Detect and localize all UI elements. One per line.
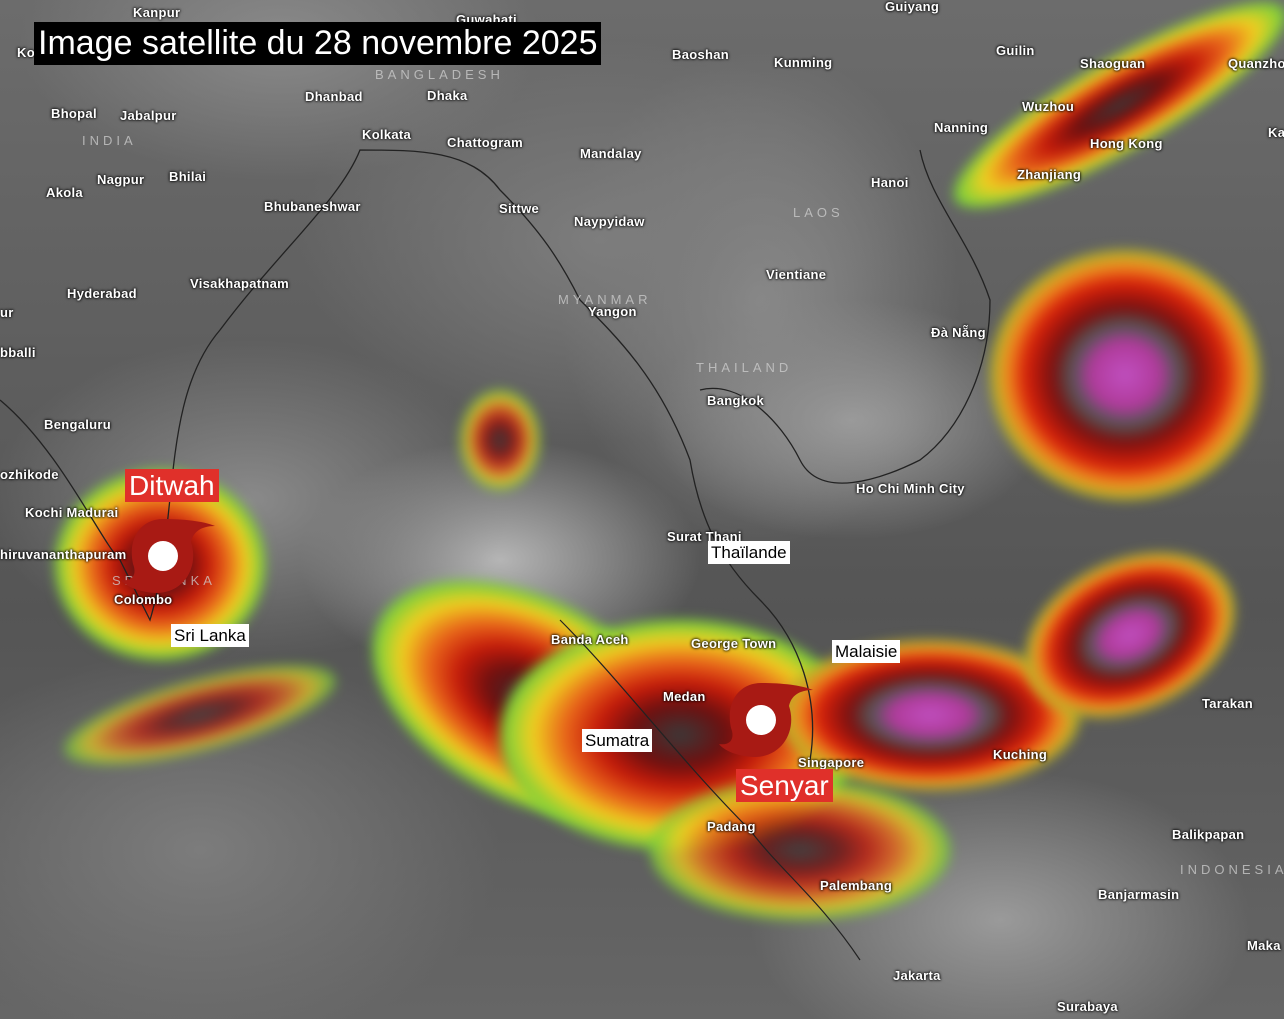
city-label: Kochi Madurai	[25, 505, 119, 520]
city-label: Singapore	[798, 755, 865, 770]
city-label: Shaoguan	[1080, 56, 1146, 71]
city-label: Guiyang	[885, 0, 940, 14]
city-label: Wuzhou	[1022, 99, 1075, 114]
city-label: Sittwe	[499, 201, 540, 216]
city-label: Quanzhou	[1228, 56, 1284, 71]
city-label: Tarakan	[1202, 696, 1253, 711]
city-label: Jabalpur	[120, 108, 177, 123]
region-label: LAOS	[793, 205, 844, 220]
region-label: INDONESIA	[1180, 862, 1284, 877]
city-label: Yangon	[588, 304, 637, 319]
city-label: Surabaya	[1057, 999, 1118, 1014]
city-label: Medan	[663, 689, 706, 704]
country-label-thailand: Thaïlande	[708, 541, 790, 564]
cyclone-icon[interactable]	[716, 674, 816, 766]
city-label: Hyderabad	[67, 286, 137, 301]
region-label: BANGLADESH	[375, 67, 504, 82]
city-label: Nagpur	[97, 172, 145, 187]
storm-south-china-sea	[990, 250, 1260, 500]
city-label: Đà Nẵng	[931, 325, 986, 340]
city-label: Bengaluru	[44, 417, 111, 432]
city-label: Palembang	[820, 878, 893, 893]
city-label: Hong Kong	[1090, 136, 1163, 151]
city-label: Bhubaneshwar	[264, 199, 361, 214]
city-label: Guilin	[996, 43, 1035, 58]
city-label: Visakhapatnam	[190, 276, 290, 291]
city-label: Ka	[1268, 125, 1284, 140]
cloud-sumatra-south	[650, 780, 950, 920]
region-label: THAILAND	[696, 360, 793, 375]
page-title: Image satellite du 28 novembre 2025	[34, 22, 602, 65]
city-label: Kolkata	[362, 127, 412, 142]
city-label: Colombo	[114, 592, 173, 607]
city-label: Jakarta	[893, 968, 941, 983]
city-label: Ho Chi Minh City	[856, 481, 965, 496]
city-label: George Town	[691, 636, 777, 651]
city-label: Padang	[707, 819, 756, 834]
city-label: ur	[0, 305, 14, 320]
storm-label-ditwah: Ditwah	[125, 469, 219, 502]
island-label-sumatra: Sumatra	[582, 729, 653, 752]
city-label: Banjarmasin	[1098, 887, 1180, 902]
city-label: Dhaka	[427, 88, 468, 103]
city-label: Banda Aceh	[551, 632, 629, 647]
city-label: Bhilai	[169, 169, 207, 184]
city-label: Hanoi	[871, 175, 909, 190]
country-label-malaysia: Malaisie	[832, 640, 901, 663]
city-label: Dhanbad	[305, 89, 363, 104]
city-label: Naypyidaw	[574, 214, 645, 229]
city-label: Mandalay	[580, 146, 642, 161]
cyclone-icon[interactable]	[118, 510, 218, 602]
city-label: Kunming	[774, 55, 833, 70]
city-label: Chattogram	[447, 135, 523, 150]
city-label: hiruvananthapuram	[0, 547, 127, 562]
region-label: MYANMAR	[558, 292, 652, 307]
city-label: Bangkok	[707, 393, 765, 408]
city-label: Surat Thani	[667, 529, 742, 544]
city-label: Ko	[17, 45, 35, 60]
city-label: Vientiane	[766, 267, 827, 282]
city-label: Baoshan	[672, 47, 730, 62]
city-label: Kuching	[993, 747, 1048, 762]
city-label: Maka	[1247, 938, 1281, 953]
city-label: Balikpapan	[1172, 827, 1245, 842]
storm-label-senyar: Senyar	[736, 769, 833, 802]
city-label: Kanpur	[133, 5, 181, 20]
cloud-andaman	[460, 390, 540, 490]
region-label: INDIA	[82, 133, 137, 148]
country-label-sri-lanka: Sri Lanka	[171, 624, 249, 647]
city-label: Akola	[46, 185, 83, 200]
city-label: Zhanjiang	[1017, 167, 1082, 182]
city-label: bballi	[0, 345, 36, 360]
city-label: Nanning	[934, 120, 989, 135]
city-label: Bhopal	[51, 106, 97, 121]
city-label: ozhikode	[0, 467, 59, 482]
